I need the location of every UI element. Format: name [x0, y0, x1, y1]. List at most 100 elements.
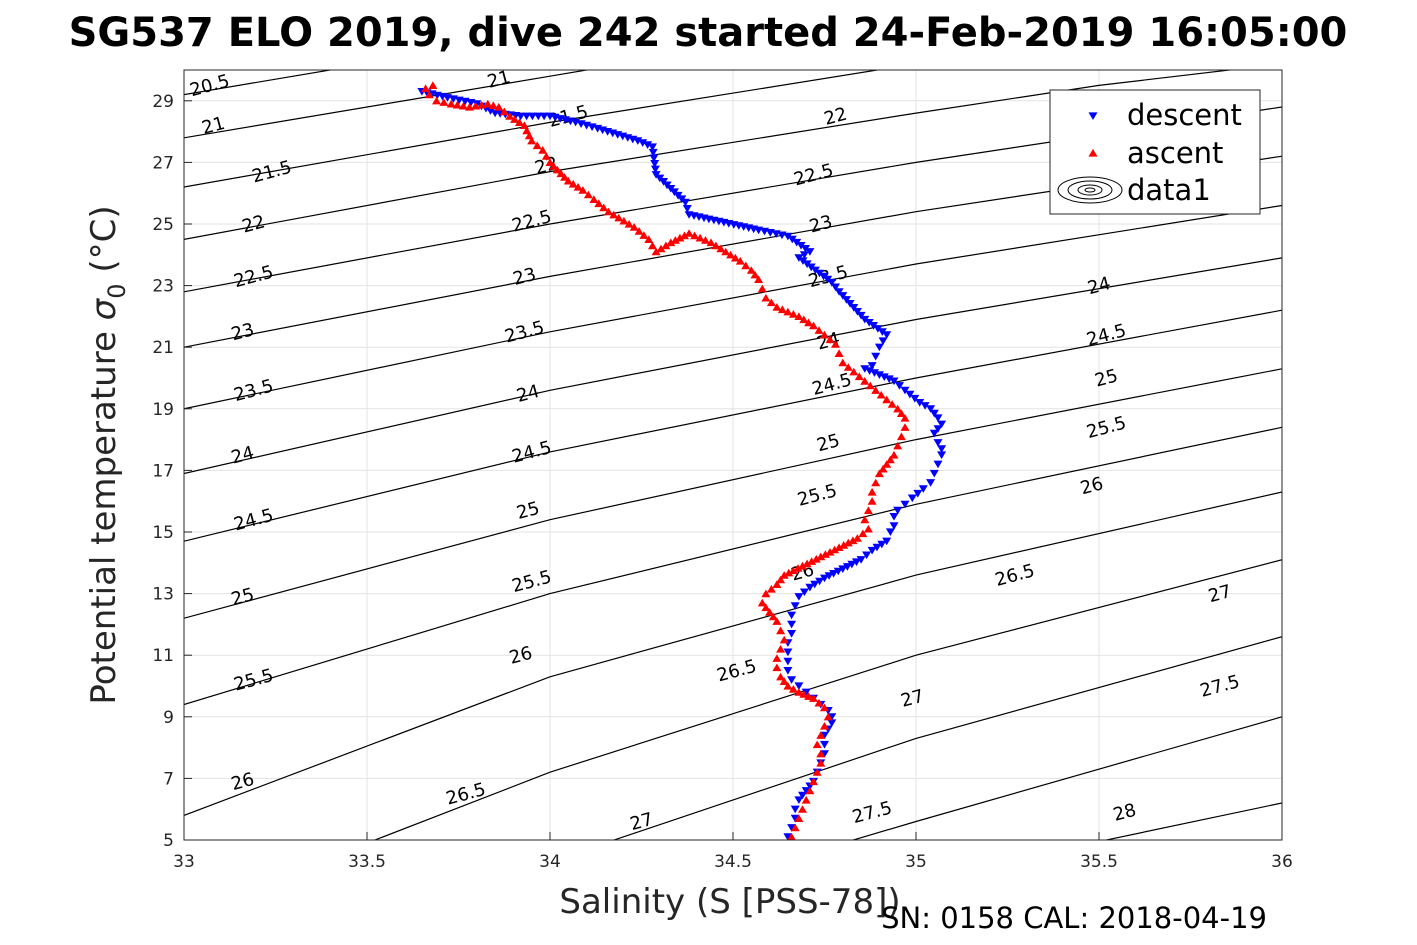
descent-point: [918, 485, 928, 493]
y-tick-label: 9: [163, 708, 174, 728]
legend-descent-triangle: [1088, 112, 1098, 120]
descent-point: [889, 522, 899, 530]
y-tick-label: 27: [152, 153, 174, 173]
descent-point: [900, 386, 910, 395]
ascent-point: [766, 298, 776, 307]
descent-point: [889, 377, 899, 386]
ascent-point: [820, 550, 830, 558]
ascent-point: [716, 244, 726, 253]
descent-point: [877, 328, 887, 336]
ascent-point: [721, 247, 731, 256]
ascent-point: [757, 598, 767, 607]
ascent-point: [867, 487, 877, 496]
x-axis-label: Salinity (S [PSS-78]): [559, 882, 900, 922]
ascent-point: [421, 84, 431, 93]
ascent-point: [522, 126, 532, 135]
descent-point: [905, 390, 915, 399]
descent-point: [926, 405, 936, 413]
ascent-point: [783, 307, 793, 316]
descent-point: [933, 439, 943, 447]
descent-point: [790, 805, 800, 814]
descent-point: [783, 232, 793, 241]
ascent-point: [820, 703, 829, 712]
descent-point: [937, 420, 947, 429]
ascent-point: [876, 390, 886, 399]
descent-point: [867, 362, 877, 370]
y-axis-label-sub: 0: [103, 283, 131, 298]
contour-line-21: [184, 70, 591, 139]
y-tick-label: 13: [152, 585, 174, 605]
ascent-point: [777, 305, 787, 314]
descent-point: [864, 319, 874, 327]
ascent-point: [619, 216, 629, 225]
y-axis-label-main: Potential temperature: [84, 320, 124, 704]
ascent-point: [893, 441, 903, 450]
descent-point: [833, 567, 843, 576]
descent-point: [907, 494, 917, 503]
ascent-point: [900, 423, 910, 431]
descent-point: [849, 304, 859, 312]
descent-point: [783, 657, 793, 666]
ascent-point: [772, 303, 782, 311]
contour-line-26-5: [373, 559, 1282, 840]
ascent-point: [863, 524, 873, 533]
descent-point: [879, 373, 889, 381]
ascent-point: [644, 235, 654, 243]
ascent-point: [812, 740, 822, 749]
descent-point: [790, 814, 800, 823]
descent-point: [831, 283, 840, 292]
descent-point: [680, 198, 690, 207]
ascent-point: [793, 564, 803, 572]
descent-point: [633, 137, 643, 145]
ascent-point: [634, 227, 644, 235]
ascent-point: [776, 672, 786, 681]
ascent-series: [421, 81, 910, 840]
descent-point: [933, 414, 943, 423]
ascent-point: [871, 386, 881, 394]
ascent-point: [854, 372, 864, 381]
ascent-point: [604, 207, 614, 216]
ascent-point: [834, 349, 844, 357]
ascent-point: [624, 220, 634, 228]
ascent-point: [812, 768, 822, 776]
ascent-point: [680, 231, 689, 240]
ascent-point: [761, 603, 771, 612]
ascent-point: [670, 236, 680, 244]
ascent-point: [666, 238, 676, 247]
contour-line-25: [184, 368, 1282, 619]
y-tick-label: 29: [152, 92, 174, 112]
descent-point: [882, 331, 892, 339]
ascent-point: [838, 358, 848, 367]
descent-point: [827, 278, 837, 287]
ascent-point: [787, 832, 796, 840]
y-tick-label: 11: [152, 646, 174, 666]
ascent-point: [477, 100, 487, 109]
y-tick-label: 7: [163, 769, 174, 789]
ascent-point: [772, 663, 782, 672]
legend-ascent-triangle: [1088, 148, 1098, 157]
ascent-point: [799, 315, 809, 324]
ascent-point: [788, 310, 798, 318]
descent-point: [783, 833, 793, 840]
ascent-point: [805, 786, 815, 795]
x-tick-label: 35.5: [1080, 852, 1118, 872]
footer-calibration: SN: 0158 CAL: 2018-04-19: [881, 901, 1267, 935]
contour-line-25-5: [184, 426, 1282, 706]
ascent-point: [798, 805, 807, 813]
ascent-point: [524, 131, 534, 140]
y-axis-label-sigma: σ: [84, 297, 124, 320]
y-tick-label: 19: [152, 400, 174, 420]
x-tick-label: 33: [173, 852, 195, 872]
ascent-point: [510, 115, 520, 123]
descent-point: [920, 402, 930, 410]
descent-point: [798, 257, 808, 265]
ascent-point: [794, 312, 804, 320]
descent-point: [877, 540, 887, 549]
ascent-point: [825, 335, 835, 344]
ascent-point: [816, 731, 826, 739]
contour-line-28: [1103, 802, 1282, 840]
x-ticks: 33 33.5 34 34.5 35 35.5 36: [173, 832, 1293, 872]
descent-point: [874, 371, 884, 379]
descent-point: [486, 107, 495, 115]
